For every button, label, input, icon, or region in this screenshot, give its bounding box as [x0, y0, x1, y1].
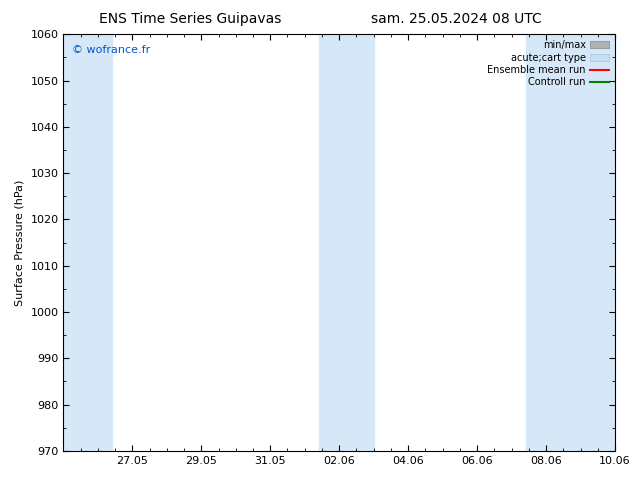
Text: sam. 25.05.2024 08 UTC: sam. 25.05.2024 08 UTC	[371, 12, 542, 26]
Bar	[526, 34, 615, 451]
Legend: min/max, acute;cart type, Ensemble mean run, Controll run: min/max, acute;cart type, Ensemble mean …	[483, 36, 613, 91]
Text: ENS Time Series Guipavas: ENS Time Series Guipavas	[99, 12, 281, 26]
Bar	[63, 34, 112, 451]
Bar	[319, 34, 373, 451]
Text: © wofrance.fr: © wofrance.fr	[72, 45, 150, 55]
Y-axis label: Surface Pressure (hPa): Surface Pressure (hPa)	[15, 179, 25, 306]
